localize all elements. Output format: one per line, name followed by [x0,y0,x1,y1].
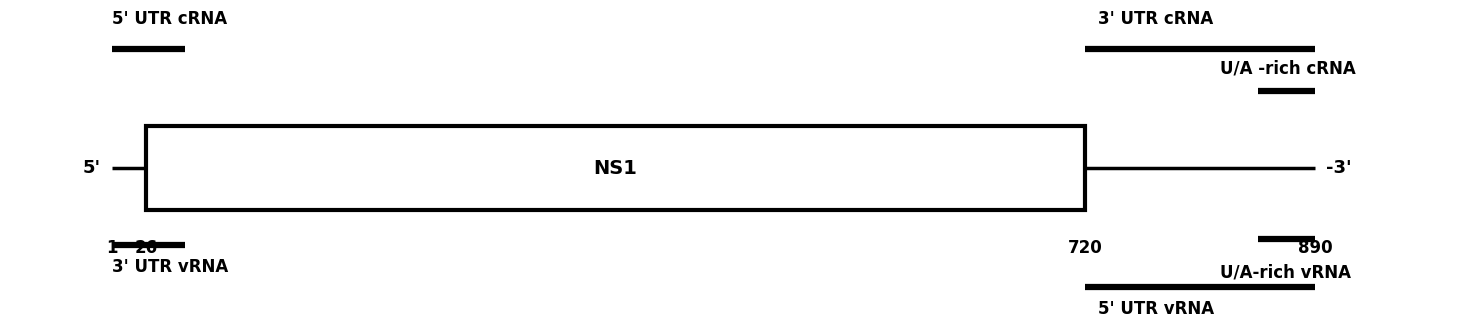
Text: 3' UTR cRNA: 3' UTR cRNA [1098,10,1214,28]
Text: 5': 5' [84,159,101,177]
Text: 720: 720 [1067,239,1102,257]
Text: 1: 1 [106,239,117,257]
Text: -3': -3' [1325,159,1352,177]
Text: U/A -rich cRNA: U/A -rich cRNA [1220,60,1356,78]
Text: 5' UTR cRNA: 5' UTR cRNA [111,10,227,28]
Text: NS1: NS1 [594,159,638,177]
Text: 5' UTR vRNA: 5' UTR vRNA [1098,300,1214,318]
Text: 890: 890 [1297,239,1333,257]
Text: U/A-rich vRNA: U/A-rich vRNA [1220,263,1352,281]
Bar [145,126,1085,210]
Text: 26: 26 [133,239,157,257]
Text: 3' UTR vRNA: 3' UTR vRNA [111,258,229,276]
